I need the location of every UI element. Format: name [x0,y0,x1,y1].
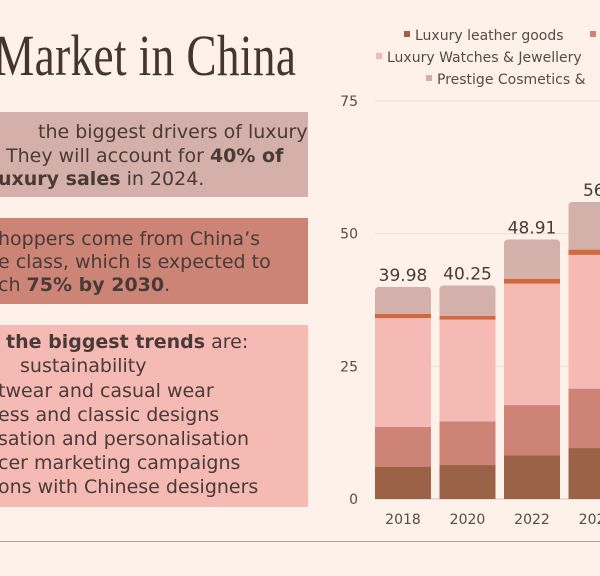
box-text-line: ess and classic designs [0,404,219,426]
bar-total-label: 40.25 [443,264,492,284]
bar-segment [375,318,431,427]
bar-segment [439,315,496,320]
bar-segment [439,421,496,466]
info-box-middle-class [0,218,308,304]
text: the biggest drivers of luxury [38,121,308,143]
y-tick-label: 75 [340,94,358,110]
text: They will account for [6,145,210,167]
legend-swatch [376,53,382,59]
box-text-line: twear and casual wear [0,380,214,402]
legend-item-cosmetics: Prestige Cosmetics & [426,72,586,88]
box-text-line: e class, which is expected to [0,251,271,273]
bar-segment [568,201,600,250]
box-text-line: the biggest trends are: [6,331,248,353]
legend-swatch [590,31,596,37]
text: ons with Chinese designers [0,476,259,498]
legend-label: Luxury leather goods [415,28,564,44]
bar-2022 [504,239,560,499]
text: in 2024. [120,168,205,190]
emphasis-text: 40% of [209,145,284,167]
x-tick-label: 2020 [450,512,486,528]
text: sustainability [20,355,147,377]
x-tick-label: 2018 [385,512,421,528]
bar-2020 [439,285,496,499]
bar-segment [504,455,560,499]
y-tick-label: 25 [340,359,358,375]
legend-item-apparel [590,28,600,44]
text: twear and casual wear [0,380,214,402]
legend-item-watches: Luxury Watches & Jewellery [376,50,582,66]
box-text-line: They will account for 40% of [6,145,283,167]
info-box-drivers [0,112,308,197]
legend-swatch [426,75,432,81]
bar-segment [504,278,560,284]
box-text-line: ch 75% by 2030. [0,274,170,296]
bar-segment [504,283,560,406]
bar-total-label: 48.91 [508,218,557,238]
text: . [164,274,171,296]
bar-segment [375,426,431,467]
page-title: Market in China [0,23,297,88]
legend-item-leather: Luxury leather goods [404,28,564,44]
text: ch [0,274,27,296]
legend-label: Luxury Watches & Jewellery [387,50,582,66]
divider [0,541,600,542]
text: are: [205,331,249,353]
text: e class, which is expected to [0,251,271,273]
box-text-line: sation and personalisation [0,428,249,450]
box-text-line: hoppers come from China’s [0,228,260,250]
bar-segment [568,388,600,449]
bar-segment [439,319,496,422]
bar-total-label: 39.98 [379,266,428,286]
text: cer marketing campaigns [0,452,241,474]
box-text-line: sustainability [20,355,147,377]
box-text-line: uxury sales in 2024. [0,168,204,190]
info-box-trends [0,325,308,507]
emphasis-text: uxury sales [0,168,121,190]
bar-2018 [375,286,431,499]
text: sation and personalisation [0,428,250,450]
emphasis-text: the biggest trends [6,331,206,353]
y-tick-label: 0 [349,492,358,508]
bar-segment [439,285,496,316]
legend-swatch [404,31,410,37]
bar-segment [375,313,431,319]
text: ess and classic designs [0,404,220,426]
bar-segment [568,249,600,255]
bar-segment [375,466,431,499]
bar-segment [439,465,496,499]
y-tick-label: 50 [340,227,358,243]
bar-segment [504,239,560,279]
x-tick-label: 2022 [514,512,550,528]
legend-label: Prestige Cosmetics & [437,72,586,88]
text: hoppers come from China’s [0,228,261,250]
box-text-line: cer marketing campaigns [0,452,240,474]
bar-total-label: 56. [583,181,600,201]
box-text-line: the biggest drivers of luxury [38,121,308,143]
bar-segment [568,254,600,389]
bar-segment [375,286,431,314]
x-tick-label: 2024 [579,512,600,528]
box-text-line: ons with Chinese designers [0,476,258,498]
bar-2024 [568,201,600,499]
emphasis-text: 75% by 2030 [26,274,165,296]
bar-segment [504,405,560,456]
bar-segment [568,448,600,499]
